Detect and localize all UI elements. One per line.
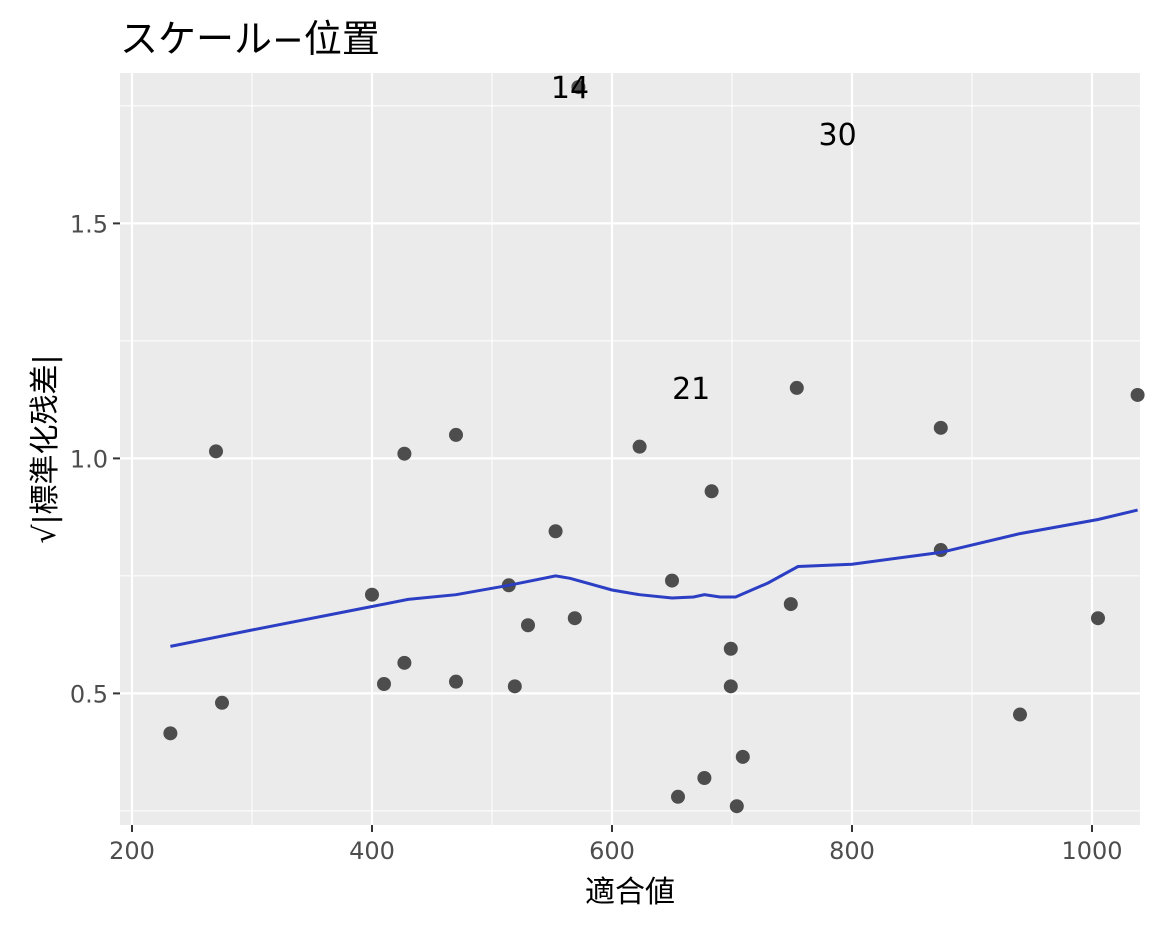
data-point: [665, 573, 679, 588]
data-point: [571, 80, 586, 95]
grid-minor: [120, 73, 1140, 825]
data-point: [209, 444, 223, 459]
data-point: [735, 749, 750, 764]
data-points: [163, 80, 1145, 814]
axis-ticks: [113, 222, 1093, 832]
point-annotation: 14: [551, 71, 589, 106]
data-point: [1091, 611, 1105, 626]
data-point: [723, 641, 738, 656]
data-point: [163, 726, 178, 741]
data-point: [1013, 707, 1027, 722]
data-point: [377, 677, 391, 691]
y-axis-title: √|標準化残差|: [28, 354, 63, 543]
data-point: [397, 446, 412, 461]
x-tick-labels: 200 400 600 800 1000: [109, 837, 1122, 865]
data-point: [567, 611, 582, 626]
x-tick-label: 600: [589, 837, 635, 865]
data-point: [449, 674, 463, 689]
data-point: [671, 789, 685, 804]
x-tick-label: 1000: [1061, 837, 1122, 865]
plot-panel: [120, 73, 1140, 825]
y-tick-label: 1.0: [70, 445, 108, 473]
y-tick-labels: 0.5 1.0 1.5: [70, 210, 108, 708]
chart-title: スケール−位置: [120, 17, 380, 61]
data-point: [704, 484, 719, 499]
point-annotations: 14 30 21: [551, 71, 857, 407]
data-point: [215, 695, 229, 710]
point-annotation: 30: [819, 118, 857, 153]
y-tick-label: 0.5: [70, 680, 108, 708]
grid-major: [120, 73, 1140, 825]
data-point: [789, 380, 804, 395]
data-point: [697, 771, 712, 785]
x-tick-label: 400: [349, 837, 395, 865]
smooth-trend-line: [170, 508, 1138, 648]
data-point: [632, 439, 647, 454]
data-point: [521, 618, 535, 633]
data-point: [365, 587, 379, 602]
data-point: [397, 655, 412, 670]
y-tick-label: 1.5: [70, 210, 108, 238]
x-tick-label: 200: [109, 837, 155, 865]
data-point: [1130, 387, 1145, 402]
data-point: [729, 799, 744, 814]
data-point: [723, 679, 738, 694]
data-point: [548, 524, 563, 539]
data-point: [507, 679, 522, 694]
x-axis-title: 適合値: [585, 875, 675, 910]
data-point: [933, 420, 948, 435]
data-point: [449, 427, 463, 442]
x-tick-label: 800: [829, 837, 875, 865]
point-annotation: 21: [672, 372, 710, 407]
data-point: [783, 597, 798, 612]
